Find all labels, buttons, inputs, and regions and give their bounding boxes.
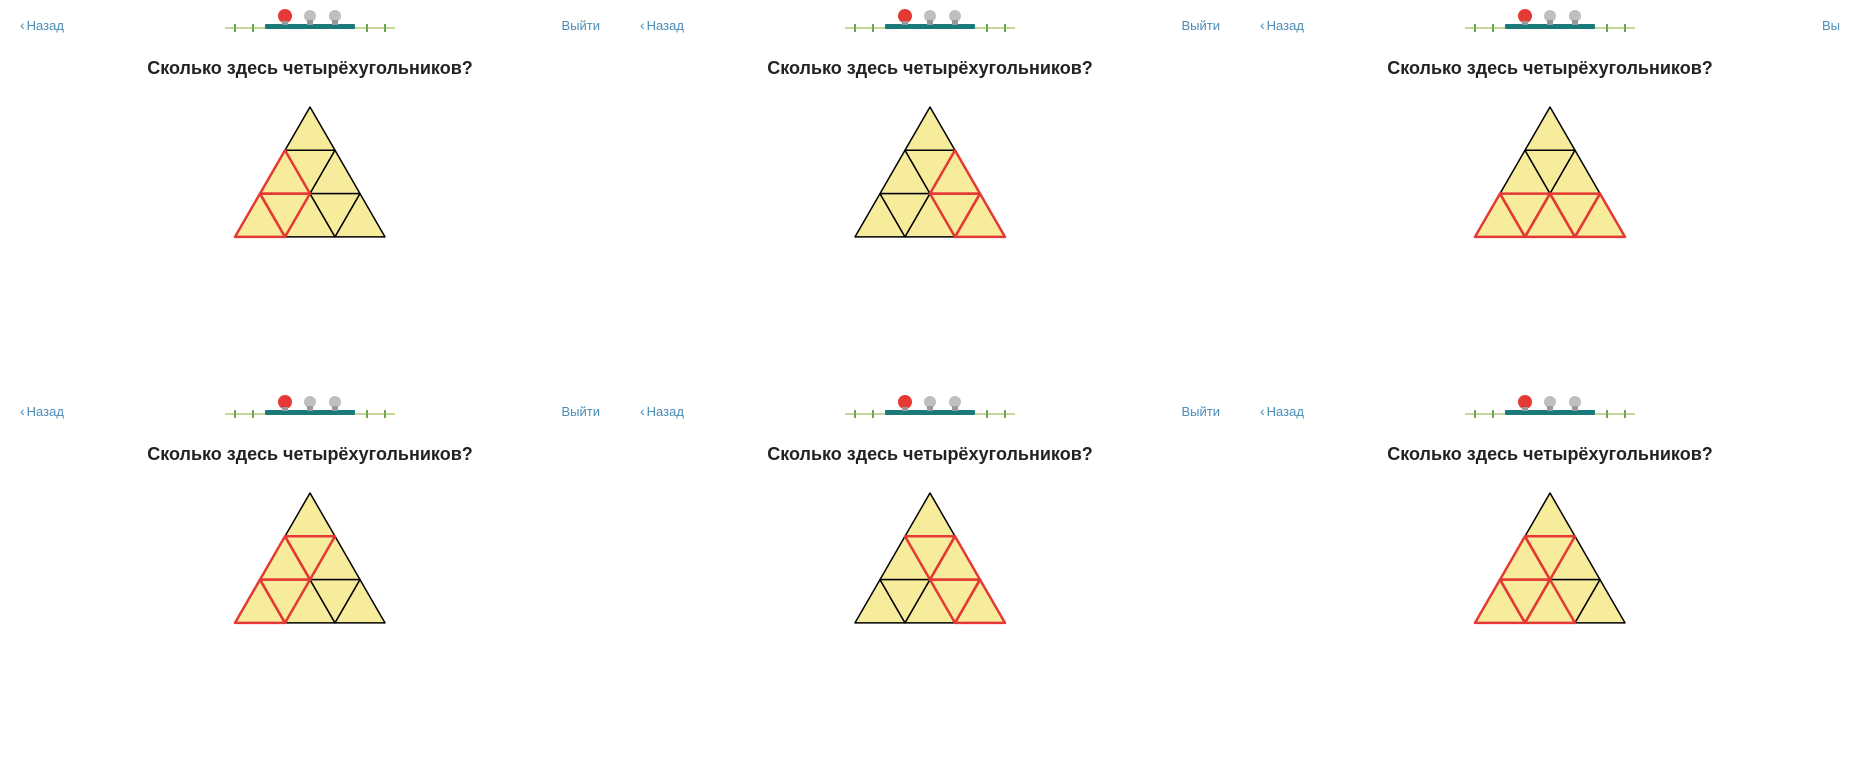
top-bar: ‹ Назад: [1260, 396, 1840, 426]
back-link[interactable]: ‹ Назад: [20, 17, 64, 33]
back-link[interactable]: ‹ Назад: [1260, 403, 1304, 419]
exit-link[interactable]: Выйти: [1182, 18, 1221, 33]
triangle-figure: [830, 97, 1030, 247]
triangle-figure: [830, 483, 1030, 633]
chevron-left-icon: ‹: [20, 17, 25, 33]
chevron-left-icon: ‹: [1260, 403, 1265, 419]
back-link[interactable]: ‹ Назад: [1260, 17, 1304, 33]
triangle-figure: [1450, 483, 1650, 633]
exit-link[interactable]: Выйти: [1182, 404, 1221, 419]
quiz-panel: ‹ Назад Сколько здесь четырёхугольников?: [1240, 386, 1860, 772]
top-bar: ‹ Назад Выйти: [640, 10, 1220, 40]
quiz-panel: ‹ Назад Выйти Сколько здесь четырёхуголь…: [620, 0, 1240, 386]
quiz-panel: ‹ Назад Выйти Сколько здесь четырёхуголь…: [0, 0, 620, 386]
back-link[interactable]: ‹ Назад: [20, 403, 64, 419]
quiz-panel: ‹ Назад Выйти Сколько здесь четырёхуголь…: [0, 386, 620, 772]
progress-indicator: [845, 392, 1015, 420]
top-bar: ‹ Назад Выйти: [20, 396, 600, 426]
quiz-panel: ‹ Назад Вы Сколько здесь четырёхугольник…: [1240, 0, 1860, 386]
progress-indicator: [225, 6, 395, 34]
top-bar: ‹ Назад Выйти: [640, 396, 1220, 426]
question-text: Сколько здесь четырёхугольников?: [1260, 444, 1840, 465]
question-text: Сколько здесь четырёхугольников?: [20, 58, 600, 79]
back-label: Назад: [1267, 404, 1304, 419]
progress-indicator: [1465, 392, 1635, 420]
back-link[interactable]: ‹ Назад: [640, 403, 684, 419]
chevron-left-icon: ‹: [20, 403, 25, 419]
triangle-figure: [1450, 97, 1650, 247]
exit-link[interactable]: Выйти: [562, 18, 601, 33]
back-label: Назад: [1267, 18, 1304, 33]
back-label: Назад: [27, 18, 64, 33]
back-label: Назад: [647, 18, 684, 33]
progress-indicator: [845, 6, 1015, 34]
triangle-figure: [210, 97, 410, 247]
back-link[interactable]: ‹ Назад: [640, 17, 684, 33]
quiz-panel: ‹ Назад Выйти Сколько здесь четырёхуголь…: [620, 386, 1240, 772]
question-text: Сколько здесь четырёхугольников?: [1260, 58, 1840, 79]
triangle-figure: [210, 483, 410, 633]
question-text: Сколько здесь четырёхугольников?: [640, 58, 1220, 79]
chevron-left-icon: ‹: [640, 403, 645, 419]
back-label: Назад: [27, 404, 64, 419]
question-text: Сколько здесь четырёхугольников?: [640, 444, 1220, 465]
top-bar: ‹ Назад Выйти: [20, 10, 600, 40]
chevron-left-icon: ‹: [640, 17, 645, 33]
exit-link[interactable]: Вы: [1822, 18, 1840, 33]
chevron-left-icon: ‹: [1260, 17, 1265, 33]
progress-indicator: [225, 392, 395, 420]
back-label: Назад: [647, 404, 684, 419]
top-bar: ‹ Назад Вы: [1260, 10, 1840, 40]
exit-link[interactable]: Выйти: [562, 404, 601, 419]
question-text: Сколько здесь четырёхугольников?: [20, 444, 600, 465]
progress-indicator: [1465, 6, 1635, 34]
